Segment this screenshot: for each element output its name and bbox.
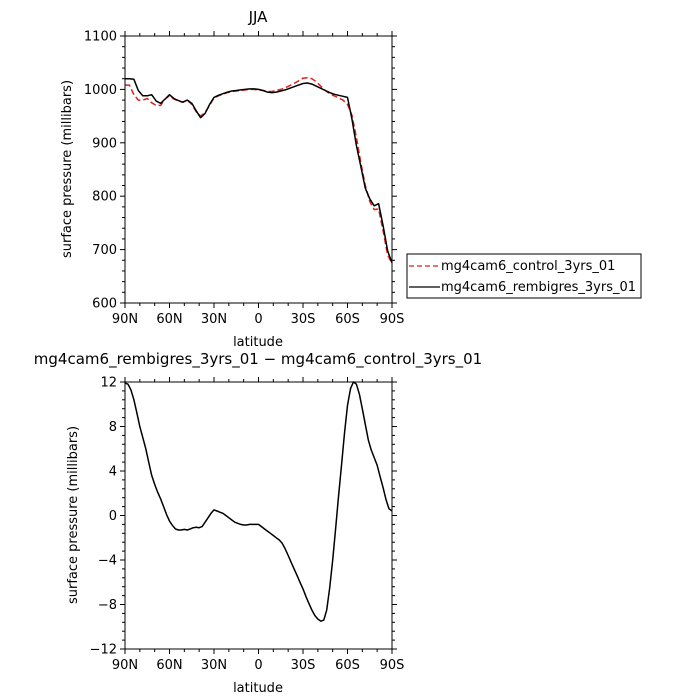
bottom-series-group xyxy=(124,381,393,622)
bottom-axes-ticks: 90N 60N 30N 0 30S 60S 90S −12 −8 −4 0 4 8 12 xyxy=(90,376,405,674)
top-panel: JJA 90N 60N 30N 0 30S 60S 90S 600 700 800 900 1000 1… xyxy=(60,8,642,350)
bottom-panel: mg4cam6_rembigres_3yrs_01 − mg4cam6_cont… xyxy=(34,350,482,696)
top-x-tick-label: 0 xyxy=(254,312,262,327)
bottom-x-tick-label: 90N xyxy=(112,658,138,673)
bottom-plot-frame xyxy=(124,381,393,650)
top-plot-frame xyxy=(124,35,393,304)
bottom-x-tick-label: 0 xyxy=(254,658,262,673)
bottom-y-tick-label: −8 xyxy=(98,598,117,613)
legend-label-rembigres: mg4cam6_rembigres_3yrs_01 xyxy=(441,280,636,295)
top-y-tick-label: 900 xyxy=(92,136,117,151)
legend-box xyxy=(406,253,642,299)
bottom-y-tick-label: 4 xyxy=(109,465,117,480)
bottom-y-axis-label: surface pressure (millibars) xyxy=(66,426,81,604)
top-x-axis-label: latitude xyxy=(233,335,283,350)
top-x-tick-label: 30S xyxy=(291,312,316,327)
top-y-tick-label: 600 xyxy=(92,297,117,312)
top-y-tick-label: 800 xyxy=(92,190,117,205)
bottom-y-tick-label: −4 xyxy=(98,554,117,569)
bottom-y-tick-label: 0 xyxy=(109,509,117,524)
bottom-series-line-1 xyxy=(124,381,393,622)
top-series-line-2 xyxy=(125,77,393,264)
top-x-tick-label: 60S xyxy=(335,312,360,327)
top-x-tick-label: 90S xyxy=(380,312,405,327)
bottom-x-axis-label: latitude xyxy=(233,681,283,696)
legend: mg4cam6_control_3yrs_01 mg4cam6_rembigre… xyxy=(406,253,642,299)
top-x-tick-label: 30N xyxy=(201,312,227,327)
top-y-tick-label: 700 xyxy=(92,243,117,258)
top-x-tick-label: 60N xyxy=(156,312,182,327)
top-y-axis-label: surface pressure (millibars) xyxy=(60,80,75,258)
bottom-x-tick-label: 60S xyxy=(335,658,360,673)
top-y-tick-label: 1100 xyxy=(84,30,117,45)
bottom-y-tick-label: 12 xyxy=(100,376,117,391)
top-series-group xyxy=(125,76,393,264)
top-chart-title: JJA xyxy=(248,8,269,26)
legend-label-control: mg4cam6_control_3yrs_01 xyxy=(441,259,615,274)
bottom-chart-title: mg4cam6_rembigres_3yrs_01 − mg4cam6_cont… xyxy=(34,350,482,369)
bottom-x-tick-label: 30N xyxy=(201,658,227,673)
top-x-tick-label: 90N xyxy=(112,312,138,327)
bottom-y-tick-label: −12 xyxy=(90,643,117,658)
bottom-x-tick-label: 90S xyxy=(380,658,405,673)
bottom-x-tick-label: 30S xyxy=(291,658,316,673)
bottom-y-tick-label: 8 xyxy=(109,420,117,435)
top-axes-ticks: 90N 60N 30N 0 30S 60S 90S 600 700 800 900 1000 1100 xyxy=(84,30,404,328)
bottom-x-tick-label: 60N xyxy=(156,658,182,673)
top-series-line-1 xyxy=(125,76,393,264)
top-y-tick-label: 1000 xyxy=(84,83,117,98)
